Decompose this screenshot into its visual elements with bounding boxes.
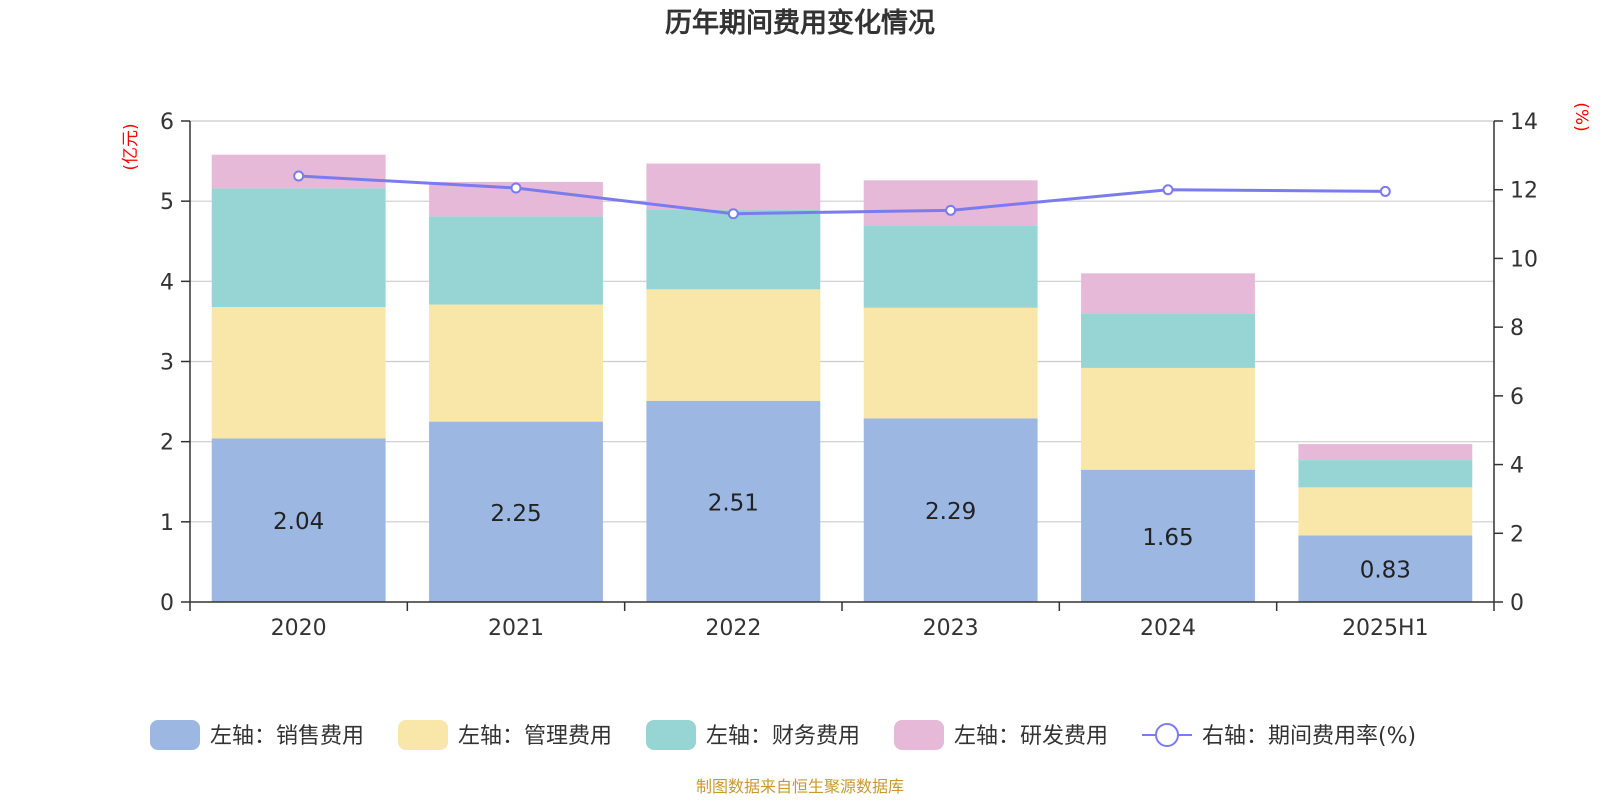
right-tick-label: 0 xyxy=(1510,591,1524,616)
bar-segment xyxy=(1298,460,1473,488)
left-tick-label: 5 xyxy=(160,190,174,215)
bar-value-label: 2.29 xyxy=(925,499,976,525)
bar-segment xyxy=(429,216,603,305)
rate-line xyxy=(293,170,1391,220)
rate-point xyxy=(945,204,957,216)
left-tick-label: 6 xyxy=(160,110,174,135)
right-tick-label: 2 xyxy=(1510,522,1524,547)
bar-segment xyxy=(429,304,603,422)
legend-swatch xyxy=(398,720,448,750)
bar-labels: 2.04 2.25 2.51 2.29 1.65 0.83 xyxy=(273,490,1411,583)
legend-swatch xyxy=(150,720,200,750)
rate-point xyxy=(727,208,739,220)
bar-segment xyxy=(1298,444,1473,461)
bar-segment xyxy=(429,421,603,602)
bar-value-label: 2.51 xyxy=(708,490,759,516)
bar-segment xyxy=(1298,535,1473,602)
legend-label: 左轴：销售费用 xyxy=(210,724,364,749)
bar-segment xyxy=(863,225,1038,308)
bar-segment xyxy=(863,180,1038,226)
legend-label: 右轴：期间费用率(%) xyxy=(1202,724,1416,749)
chart-title: 历年期间费用变化情况 xyxy=(665,7,935,39)
bar-segment xyxy=(646,163,821,210)
legend-label: 左轴：财务费用 xyxy=(706,724,860,749)
legend: 左轴：销售费用 左轴：管理费用 左轴：财务费用 左轴：研发费用 右轴：期间费用率(%) xyxy=(150,720,1416,750)
left-tick-label: 4 xyxy=(160,270,174,295)
x-tick-label: 2024 xyxy=(1140,616,1196,641)
bar-segment xyxy=(211,306,386,439)
legend-label: 左轴：管理费用 xyxy=(458,724,612,749)
x-tick-label: 2021 xyxy=(488,616,544,641)
bar-segment xyxy=(1081,313,1255,368)
right-axis-unit: (%) xyxy=(1571,102,1591,131)
bar-segment xyxy=(646,289,821,401)
x-tick-label: 2020 xyxy=(271,616,327,641)
left-tick-label: 0 xyxy=(160,591,174,616)
left-axis-unit: (亿元) xyxy=(121,123,141,170)
bar-segment xyxy=(863,418,1038,602)
x-tick-label: 2023 xyxy=(923,616,979,641)
right-tick-label: 8 xyxy=(1510,316,1524,341)
rate-point xyxy=(1379,185,1391,197)
right-tick-label: 10 xyxy=(1510,247,1538,272)
legend-swatch xyxy=(646,720,696,750)
right-tick-label: 12 xyxy=(1510,179,1538,204)
bar-segment xyxy=(1081,367,1255,470)
x-tick-label: 2022 xyxy=(705,616,761,641)
right-tick-label: 14 xyxy=(1510,110,1538,135)
rate-point xyxy=(510,182,522,194)
left-tick-label: 2 xyxy=(160,431,174,456)
gridlines xyxy=(190,120,1494,523)
bar-segment xyxy=(646,209,821,290)
bar-segment xyxy=(211,438,386,602)
bar-value-label: 2.04 xyxy=(273,509,324,535)
bar-segment xyxy=(211,188,386,307)
legend-label: 左轴：研发费用 xyxy=(954,724,1108,749)
bars xyxy=(211,154,1473,602)
legend-marker xyxy=(1155,723,1179,747)
left-tick-label: 3 xyxy=(160,351,174,376)
bar-value-label: 1.65 xyxy=(1142,525,1193,551)
rate-point xyxy=(1162,184,1174,196)
right-tick-label: 6 xyxy=(1510,385,1524,410)
right-tick-label: 4 xyxy=(1510,454,1524,479)
bar-segment xyxy=(646,400,821,602)
bar-segment xyxy=(863,307,1038,419)
bar-segment xyxy=(1081,273,1255,314)
bar-segment xyxy=(1298,487,1473,536)
source-note: 制图数据来自恒生聚源数据库 xyxy=(696,777,904,796)
left-tick-label: 1 xyxy=(160,511,174,536)
bar-value-label: 0.83 xyxy=(1360,558,1411,584)
legend-swatch xyxy=(894,720,944,750)
bar-segment xyxy=(1081,469,1255,602)
x-tick-label: 2025H1 xyxy=(1342,616,1429,641)
rate-line-path xyxy=(298,174,1386,216)
rate-point xyxy=(293,170,305,182)
bar-value-label: 2.25 xyxy=(490,501,541,527)
